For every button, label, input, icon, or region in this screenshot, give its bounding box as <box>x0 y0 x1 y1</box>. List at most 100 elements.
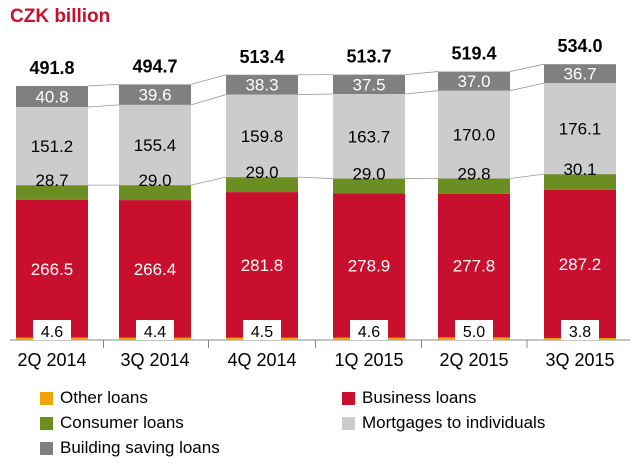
bar-segment-business-loans <box>438 193 510 338</box>
data-label-box <box>136 320 174 340</box>
legend-label: Building saving loans <box>60 438 220 457</box>
connector-line <box>190 176 227 186</box>
legend-item-business-loans: Business loans <box>342 388 476 408</box>
data-label-mortgages-to-individuals: 159.8 <box>241 127 284 146</box>
connector-line <box>297 93 334 95</box>
data-label-building-saving-loans: 38.3 <box>245 76 278 95</box>
connector-line <box>87 104 120 108</box>
x-tick-label: 2Q 2014 <box>17 350 86 370</box>
bar-segment-business-loans <box>16 199 88 338</box>
total-label: 519.4 <box>451 44 496 64</box>
x-tick-label: 3Q 2015 <box>545 350 614 370</box>
data-label-building-saving-loans: 40.8 <box>35 87 68 106</box>
data-label-other-loans: 4.4 <box>144 324 166 341</box>
stacked-bar-chart: 4.6 266.5 28.7 151.2 40.8 491.8 2Q 2014 4.4 266.… <box>10 36 630 370</box>
data-label-other-loans: 4.5 <box>251 324 273 341</box>
data-label-mortgages-to-individuals: 155.4 <box>134 136 177 155</box>
connector-line <box>190 94 227 106</box>
connector-line <box>509 82 545 92</box>
data-label-consumer-loans: 28.7 <box>35 171 68 190</box>
data-label-building-saving-loans: 36.7 <box>563 65 596 84</box>
bar-segment-building-saving-loans <box>333 74 405 94</box>
data-label-box <box>455 320 493 340</box>
total-label: 494.7 <box>132 56 177 76</box>
total-label: 534.0 <box>557 36 602 56</box>
data-label-building-saving-loans: 37.5 <box>352 75 385 94</box>
bar-segment-building-saving-loans <box>226 74 298 95</box>
bar-segment-building-saving-loans <box>544 64 616 84</box>
legend-swatch-other-loans <box>40 391 53 405</box>
data-label-business-loans: 278.9 <box>348 257 391 276</box>
connector-line <box>190 74 227 85</box>
connector-line <box>297 176 334 179</box>
legend-swatch-mortgages <box>342 416 355 430</box>
connector-line <box>404 71 439 76</box>
legend-label: Other loans <box>60 388 148 407</box>
x-tick-label: 1Q 2015 <box>334 350 403 370</box>
bar-segment-business-loans <box>226 192 298 338</box>
data-label-other-loans: 3.8 <box>569 324 591 341</box>
data-label-mortgages-to-individuals: 163.7 <box>348 127 391 146</box>
bar-segment-consumer-loans <box>119 185 191 201</box>
legend-label: Business loans <box>362 388 477 407</box>
data-label-box <box>33 320 71 340</box>
bar-segment-consumer-loans <box>226 177 298 193</box>
bar-segment-building-saving-loans <box>16 85 88 108</box>
legend-item-mortgages: Mortgages to individuals <box>342 413 545 433</box>
total-label: 513.4 <box>239 47 284 67</box>
data-label-building-saving-loans: 37.0 <box>457 72 490 91</box>
bar-segment-consumer-loans <box>16 185 88 200</box>
data-label-mortgages-to-individuals: 151.2 <box>31 137 74 156</box>
data-label-business-loans: 266.4 <box>134 260 177 279</box>
bar-segment-mortgages-to-individuals <box>119 104 191 186</box>
data-label-business-loans: 287.2 <box>559 255 602 274</box>
legend-label: Consumer loans <box>60 413 184 432</box>
legend-item-building-saving-loans: Building saving loans <box>40 438 220 458</box>
data-label-box <box>243 320 281 340</box>
bar-segment-business-loans <box>333 193 405 338</box>
bar-segment-business-loans <box>544 189 616 339</box>
connector-line <box>87 83 120 87</box>
data-label-other-loans: 4.6 <box>358 324 380 341</box>
connector-line <box>509 63 545 72</box>
data-label-other-loans: 4.6 <box>41 324 63 341</box>
legend-label: Mortgages to individuals <box>362 413 546 432</box>
data-label-consumer-loans: 30.1 <box>563 160 596 179</box>
bar-segment-consumer-loans <box>438 178 510 194</box>
legend-item-other-loans: Other loans <box>40 388 148 408</box>
data-label-consumer-loans: 29.0 <box>138 171 171 190</box>
data-label-business-loans: 266.5 <box>31 260 74 279</box>
data-label-mortgages-to-individuals: 176.1 <box>559 120 602 139</box>
total-label: 513.7 <box>346 47 391 67</box>
bar-segment-building-saving-loans <box>119 84 191 105</box>
data-label-consumer-loans: 29.0 <box>245 163 278 182</box>
data-label-consumer-loans: 29.0 <box>352 165 385 184</box>
data-label-box <box>350 320 388 340</box>
bar-segment-mortgages-to-individuals <box>226 94 298 178</box>
legend-swatch-business-loans <box>342 391 355 405</box>
bar-segment-consumer-loans <box>544 174 616 190</box>
total-label: 491.8 <box>29 58 74 78</box>
data-label-box <box>561 320 599 340</box>
data-label-business-loans: 277.8 <box>453 257 496 276</box>
legend-item-consumer-loans: Consumer loans <box>40 413 184 433</box>
x-tick-label: 4Q 2014 <box>227 350 296 370</box>
connector-line <box>404 90 439 95</box>
data-label-consumer-loans: 29.8 <box>457 165 490 184</box>
x-tick-label: 2Q 2015 <box>439 350 508 370</box>
legend-swatch-building-saving <box>40 441 53 455</box>
bar-segment-mortgages-to-individuals <box>438 90 510 179</box>
bar-segment-building-saving-loans <box>438 71 510 91</box>
data-label-other-loans: 5.0 <box>463 324 485 341</box>
bar-segment-mortgages-to-individuals <box>544 83 616 175</box>
data-label-mortgages-to-individuals: 170.0 <box>453 126 496 145</box>
chart-title: CZK billion <box>10 6 111 27</box>
bar-segment-mortgages-to-individuals <box>333 93 405 179</box>
data-label-building-saving-loans: 39.6 <box>138 86 171 105</box>
connector-line <box>509 173 545 179</box>
legend-swatch-consumer-loans <box>40 416 53 430</box>
x-tick-label: 3Q 2014 <box>120 350 189 370</box>
bar-segment-business-loans <box>119 200 191 338</box>
bar-segment-consumer-loans <box>333 178 405 194</box>
bar-segment-mortgages-to-individuals <box>16 107 88 186</box>
